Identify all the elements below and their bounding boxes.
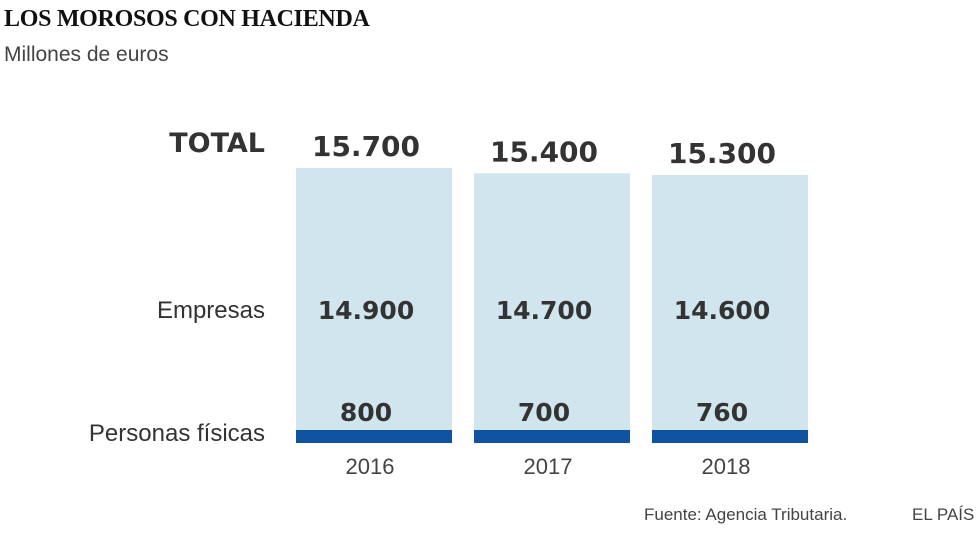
bar-chart: TOTAL Empresas Personas físicas 15.700 14.9… (89, 128, 808, 479)
total-label-2016: 15.700 (312, 130, 420, 163)
personas-label-2018: 760 (696, 398, 748, 427)
brand-logo-text: EL PAÍS (912, 505, 975, 524)
empresas-label-2016: 14.900 (318, 296, 414, 325)
bars (296, 168, 808, 443)
empresas-label-2017: 14.700 (496, 296, 592, 325)
year-label-2016: 2016 (346, 454, 395, 479)
row-label-personas: Personas físicas (89, 420, 265, 447)
bar-personas-2016 (296, 430, 452, 443)
value-labels: 15.700 14.900 800 2016 15.400 14.700 700 2017 15… (312, 130, 776, 479)
chart-subtitle: Millones de euros (4, 43, 169, 66)
total-label-2018: 15.300 (668, 137, 776, 170)
row-label-total: TOTAL (169, 128, 265, 159)
bar-empresas-2016 (296, 168, 452, 430)
personas-label-2016: 800 (340, 398, 392, 427)
year-label-2018: 2018 (702, 454, 751, 479)
total-label-2017: 15.400 (490, 135, 598, 168)
personas-label-2017: 700 (518, 398, 570, 427)
bar-personas-2017 (474, 430, 630, 443)
bar-personas-2018 (652, 430, 808, 443)
year-label-2017: 2017 (524, 454, 573, 479)
chart-title: LOS MOROSOS CON HACIENDA (4, 6, 370, 32)
bar-empresas-2017 (474, 173, 630, 431)
source-note: Fuente: Agencia Tributaria. (644, 505, 848, 524)
bar-empresas-2018 (652, 175, 808, 430)
row-label-empresas: Empresas (157, 297, 265, 324)
empresas-label-2018: 14.600 (674, 296, 770, 325)
row-labels: TOTAL Empresas Personas físicas (89, 128, 265, 447)
